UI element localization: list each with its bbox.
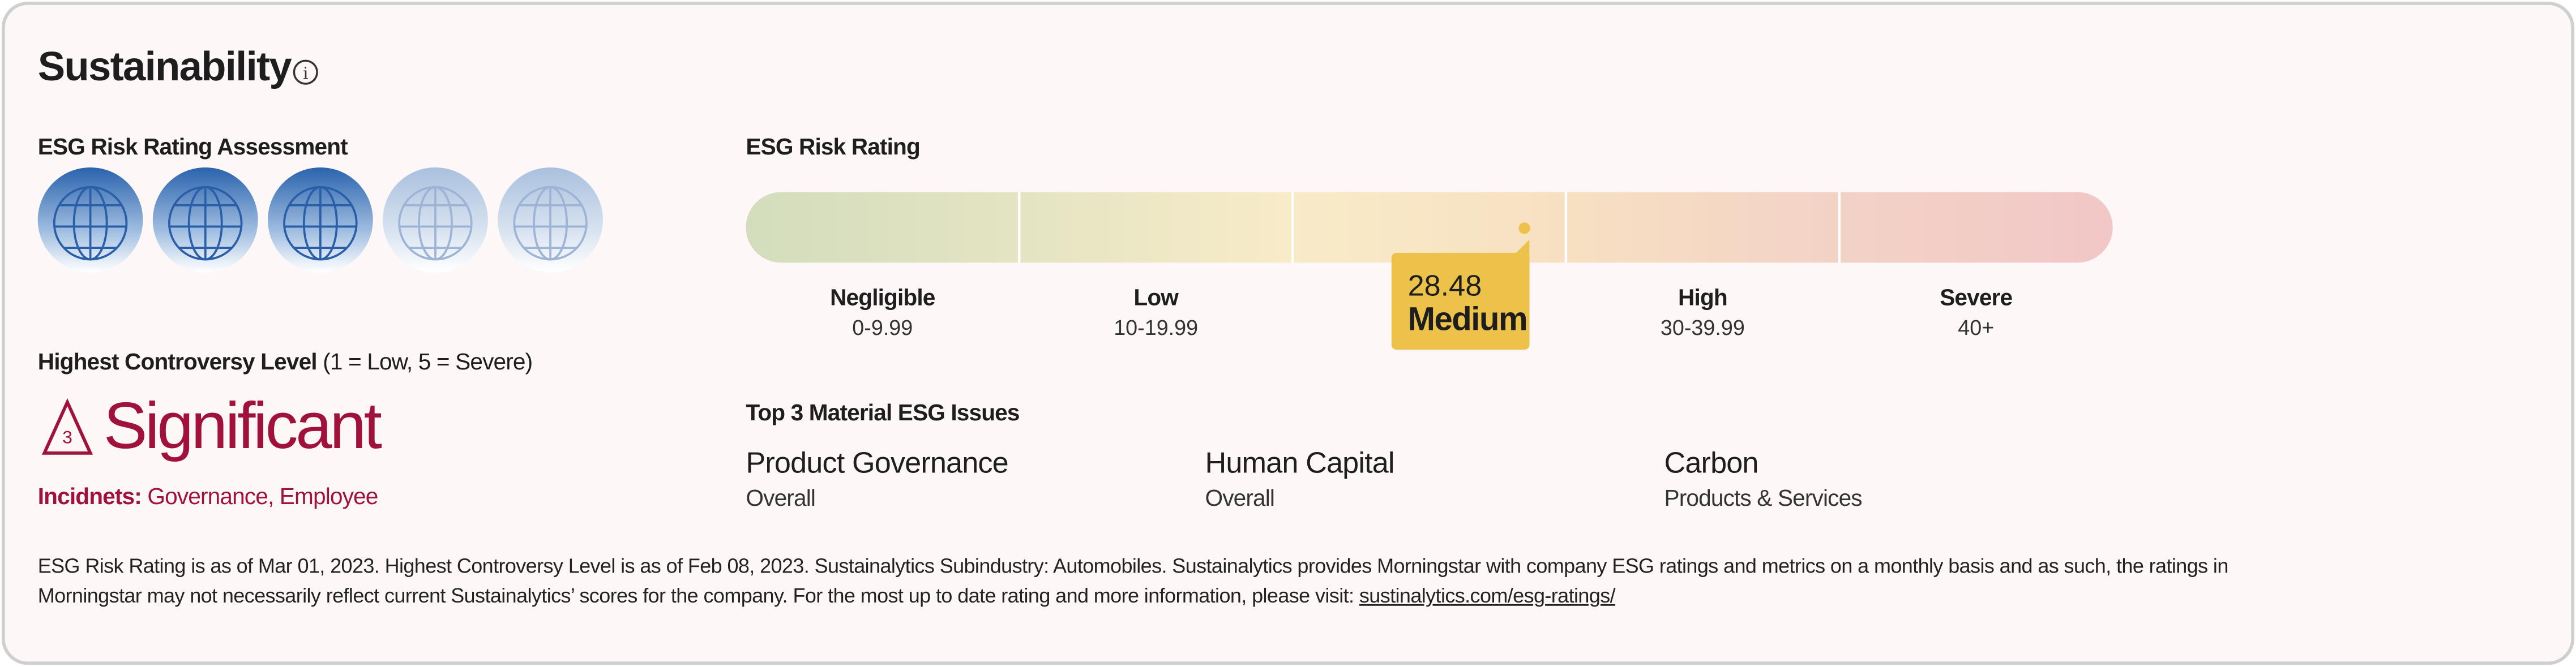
- issues-title: Top 3 Material ESG Issues: [746, 399, 1020, 425]
- controversy-title: Highest Controversy Level: [37, 348, 318, 375]
- controversy-heading: Highest Controversy Level (1 = Low, 5 = …: [38, 348, 533, 374]
- score-callout: 28.48 Medium: [1391, 252, 1530, 350]
- incidents-label: Incidnets:: [37, 483, 142, 509]
- footer-link[interactable]: sustinalytics.com/esg-ratings/: [1359, 584, 1616, 608]
- band-range: 30-39.99: [1660, 315, 1745, 340]
- band-label: Low: [1133, 284, 1178, 311]
- assessment-title: ESG Risk Rating Assessment: [37, 133, 348, 160]
- band-label: Negligible: [830, 284, 935, 311]
- esg-bar: [746, 192, 2113, 263]
- band-range: 10-19.99: [1114, 315, 1199, 340]
- controversy-icon: [41, 398, 93, 455]
- globe: [498, 167, 603, 273]
- score-marker: [1518, 222, 1530, 234]
- band: Negligible 0-9.99: [768, 284, 998, 340]
- footer: ESG Risk Rating is as of Mar 01, 2023. H…: [38, 552, 2305, 610]
- band: High 30-39.99: [1587, 284, 1817, 340]
- band: Low 10-19.99: [1041, 284, 1271, 340]
- info-icon[interactable]: [293, 59, 318, 85]
- incidents: Incidnets: Governance, Employee: [37, 483, 379, 509]
- band-range: 0-9.99: [852, 315, 913, 340]
- issue-scope: Products & Services: [1664, 484, 1863, 511]
- bar-fill: [746, 192, 2113, 263]
- band-label: Severe: [1940, 284, 2013, 311]
- band-label: High: [1678, 284, 1728, 311]
- issue: Product Governance Overall: [746, 446, 1008, 510]
- globes: [37, 167, 603, 273]
- globe: [383, 167, 488, 273]
- footer-text: ESG Risk Rating is as of Mar 01, 2023. H…: [37, 554, 2229, 608]
- band-range: 40+: [1958, 315, 1995, 340]
- globe: [267, 167, 373, 273]
- issue: Human Capital Overall: [1205, 446, 1394, 510]
- category: Medium: [1407, 302, 1528, 338]
- rating-title: ESG Risk Rating: [746, 133, 920, 160]
- issue-scope: Overall: [1205, 484, 1275, 511]
- info-glyph: i: [303, 63, 308, 83]
- controversy-level: 3: [62, 427, 72, 447]
- issue-name: Product Governance: [746, 446, 1008, 480]
- issue-scope: Overall: [746, 484, 816, 511]
- incidents-list: Governance, Employee: [147, 483, 378, 509]
- title: Sustainability: [37, 44, 292, 91]
- globe: [37, 167, 143, 273]
- scale-note: (1 = Low, 5 = Severe): [323, 348, 533, 375]
- score: 28.48: [1407, 269, 1482, 302]
- band: Severe 40+: [1861, 284, 2091, 340]
- controversy-label: Significant: [103, 390, 382, 463]
- globe: [152, 167, 258, 273]
- issue-name: Human Capital: [1205, 446, 1394, 480]
- issue: Carbon Products & Services: [1664, 446, 1863, 511]
- issue-name: Carbon: [1664, 446, 1759, 480]
